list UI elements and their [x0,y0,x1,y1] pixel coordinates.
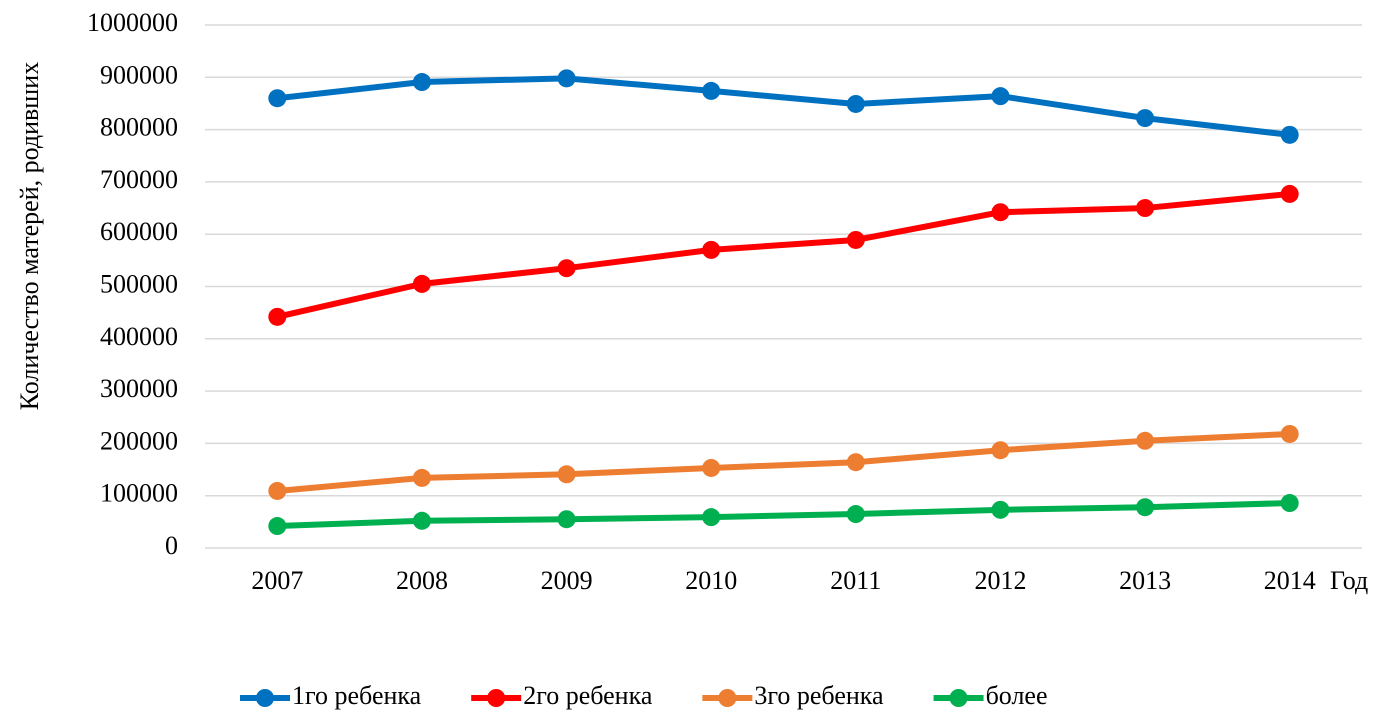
data-point [412,511,431,530]
data-point [557,465,576,484]
legend-label: более [986,681,1048,710]
x-tick-label: 2012 [974,566,1026,595]
data-point [1136,109,1155,128]
x-tick-label: 2014 [1264,566,1316,595]
y-tick-label: 0 [165,531,178,560]
data-point [412,468,431,487]
series-line [277,430,1290,494]
legend-marker [718,689,737,707]
x-tick-label: 2011 [830,566,881,595]
x-tick-label: 2013 [1119,566,1171,595]
data-point [268,481,287,500]
legend-label: 3го ребенка [754,681,884,710]
series-line [276,75,1291,138]
data-point [268,89,287,108]
y-tick-label: 900000 [100,60,178,89]
data-point [268,307,287,326]
data-point [702,240,721,259]
data-point [991,87,1010,106]
x-axis-label: Год [1330,566,1368,595]
y-tick-label: 300000 [100,374,178,403]
data-point [268,517,287,536]
x-tick-label: 2010 [685,566,737,595]
data-point [412,73,431,92]
data-point [1280,494,1299,513]
legend-marker [487,689,506,707]
series-line [276,190,1290,320]
y-tick-label: 1000000 [87,8,178,37]
y-tick-label: 400000 [100,322,178,351]
data-point [991,500,1010,519]
legend-label: 2го ребенка [523,681,653,710]
y-tick-label: 100000 [100,479,178,508]
x-tick-label: 2008 [396,566,448,595]
y-tick-label: 600000 [100,217,178,246]
data-point [702,458,721,477]
data-point [557,510,576,529]
data-point [846,230,865,249]
y-tick-label: 800000 [100,113,178,142]
data-point [991,203,1010,222]
data-point [846,94,865,113]
data-point [846,453,865,472]
y-tick-label: 500000 [100,269,178,298]
data-point [412,274,431,293]
data-point [1136,199,1155,218]
series-line [277,500,1290,530]
data-point [557,69,576,88]
y-tick-label: 700000 [100,165,178,194]
x-tick-label: 2009 [541,566,593,595]
data-point [1280,184,1299,203]
data-point [1280,125,1299,144]
y-axis-label: Количество матерей, родивших [15,62,44,410]
data-point [846,505,865,524]
data-point [1136,431,1155,450]
x-tick-label: 2007 [251,566,303,595]
data-point [702,81,721,100]
y-tick-label: 200000 [100,426,178,455]
data-point [702,508,721,527]
legend-marker [256,689,274,707]
legend-marker [949,689,968,707]
legend-label: 1го ребенка [292,681,422,710]
data-point [1136,498,1155,517]
data-point [557,259,576,278]
data-point [991,441,1010,460]
data-point [1280,424,1299,443]
